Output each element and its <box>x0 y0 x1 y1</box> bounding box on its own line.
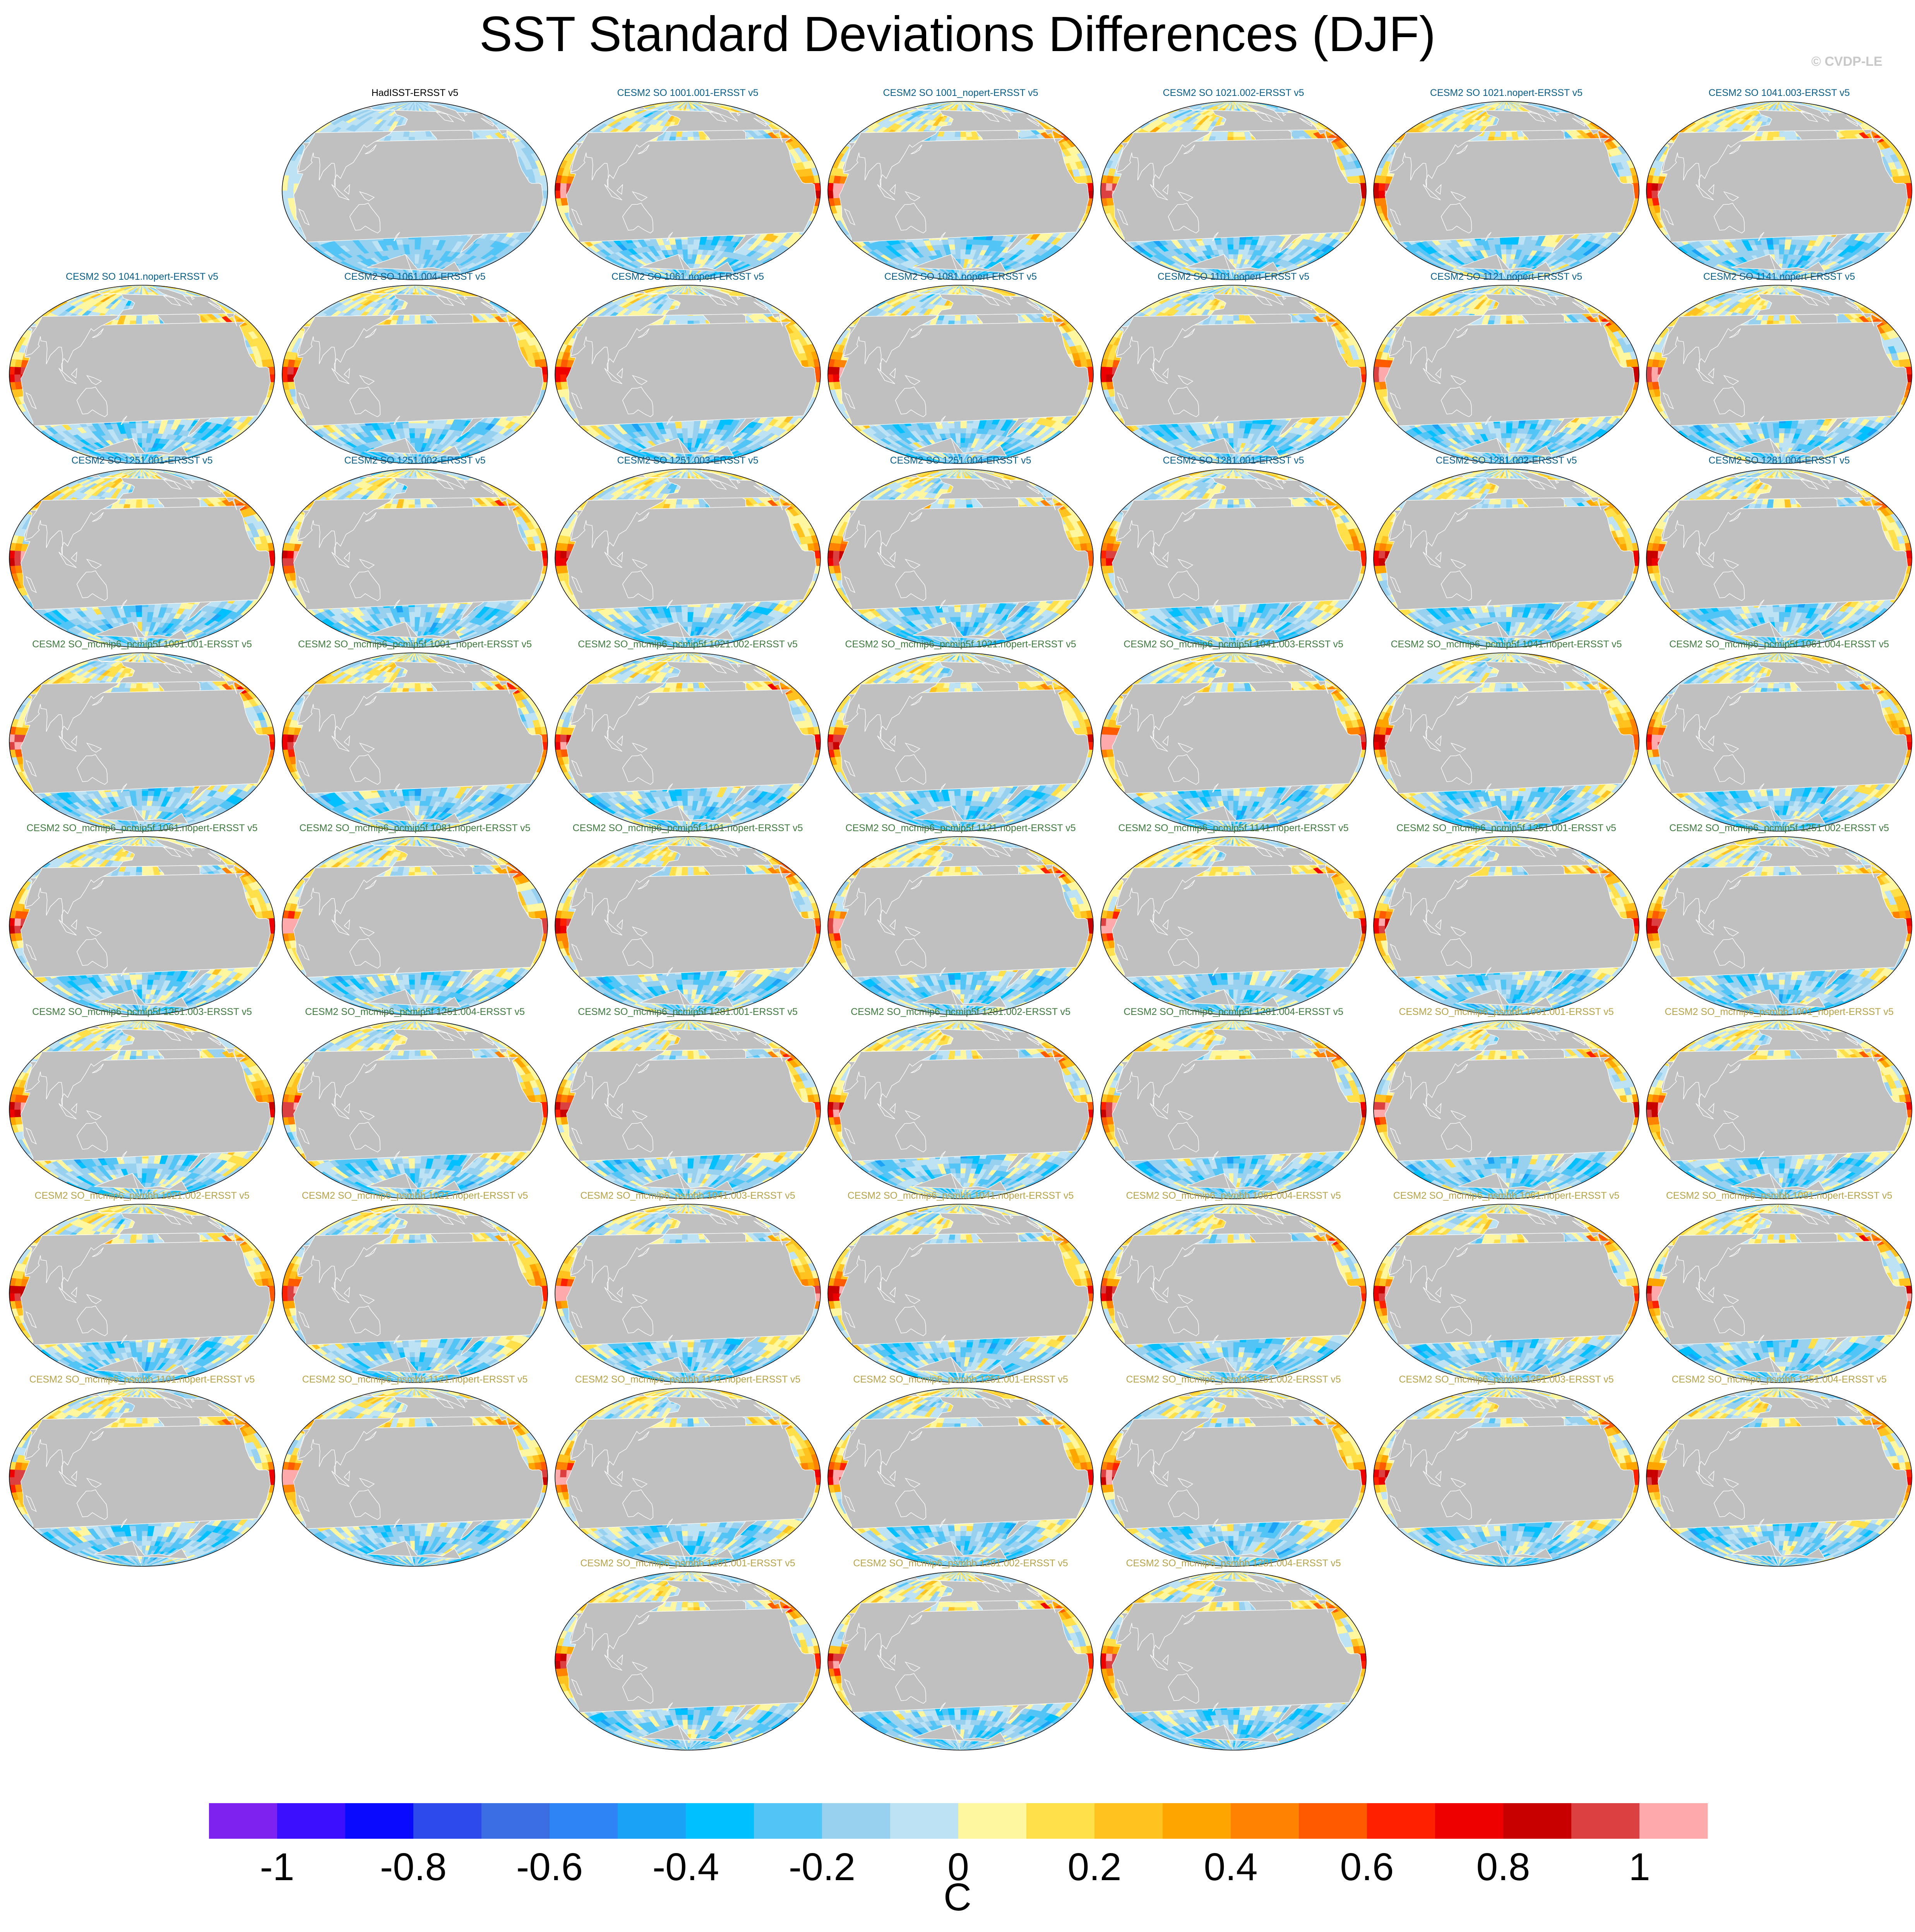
colorbar-swatch <box>209 1803 277 1839</box>
colorbar-swatch <box>277 1803 346 1839</box>
colorbar-tick-label: -0.2 <box>783 1846 861 1888</box>
colorbar-swatch <box>1231 1803 1299 1839</box>
colorbar-tick-label: 0.8 <box>1465 1846 1542 1888</box>
colorbar-swatch <box>1095 1803 1163 1839</box>
colorbar-swatch <box>481 1803 550 1839</box>
colorbar-swatch <box>1571 1803 1640 1839</box>
colorbar-swatch <box>1026 1803 1095 1839</box>
colorbar-tick-label: -0.4 <box>647 1846 725 1888</box>
colorbar-swatch <box>754 1803 822 1839</box>
colorbar-tick-label: -0.6 <box>511 1846 588 1888</box>
colorbar-swatch <box>1367 1803 1435 1839</box>
colorbar-tick-label: 1 <box>1601 1846 1678 1888</box>
colorbar-tick-label: 0.6 <box>1328 1846 1406 1888</box>
colorbar-tick-label: -1 <box>238 1846 316 1888</box>
colorbar-swatch <box>890 1803 959 1839</box>
colorbar-swatch <box>1639 1803 1708 1839</box>
colorbar-swatch <box>618 1803 686 1839</box>
colorbar-swatch <box>413 1803 482 1839</box>
colorbar-swatch <box>1435 1803 1504 1839</box>
colorbar-swatch <box>550 1803 618 1839</box>
colorbar-swatch <box>958 1803 1027 1839</box>
colorbar-swatch <box>1299 1803 1367 1839</box>
colorbar-tick-label: -0.8 <box>375 1846 452 1888</box>
colorbar-swatch <box>345 1803 414 1839</box>
colorbar-tick-label: 0.2 <box>1056 1846 1133 1888</box>
colorbar-swatch <box>1163 1803 1231 1839</box>
colorbar-swatch <box>822 1803 891 1839</box>
colorbar-tick-label: 0.4 <box>1192 1846 1269 1888</box>
colorbar-swatch <box>686 1803 754 1839</box>
colorbar-swatch <box>1503 1803 1572 1839</box>
colorbar-unit-label: C <box>919 1876 996 1918</box>
